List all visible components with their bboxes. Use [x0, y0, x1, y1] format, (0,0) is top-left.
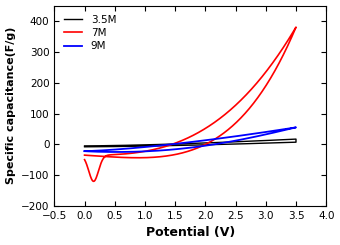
3.5M [157, 143, 162, 146]
3.5M [256, 142, 260, 145]
Y-axis label: Specific capacitance(F/g): Specific capacitance(F/g) [5, 27, 16, 184]
Line: 7M: 7M [85, 27, 296, 181]
7M [259, 92, 263, 95]
9M [83, 150, 87, 153]
7M [294, 26, 298, 29]
X-axis label: Potential (V): Potential (V) [146, 226, 235, 239]
7M [83, 158, 87, 161]
9M [222, 141, 226, 144]
3.5M [83, 145, 87, 148]
3.5M [294, 138, 298, 141]
Legend: 3.5M, 7M, 9M: 3.5M, 7M, 9M [59, 11, 120, 55]
3.5M [222, 143, 226, 146]
7M [248, 106, 252, 109]
9M [114, 150, 118, 153]
Line: 9M: 9M [85, 127, 296, 152]
3.5M [274, 139, 278, 142]
Line: 3.5M: 3.5M [85, 139, 296, 147]
7M [109, 153, 113, 156]
3.5M [83, 144, 87, 147]
9M [157, 144, 162, 147]
3.5M [191, 142, 196, 145]
9M [191, 140, 196, 143]
7M [140, 156, 144, 159]
9M [83, 150, 87, 153]
7M [83, 154, 87, 157]
7M [235, 120, 239, 123]
3.5M [186, 144, 190, 147]
9M [186, 147, 190, 149]
7M [91, 180, 96, 183]
7M [184, 150, 188, 153]
9M [274, 129, 278, 132]
9M [256, 135, 260, 138]
9M [294, 126, 298, 129]
